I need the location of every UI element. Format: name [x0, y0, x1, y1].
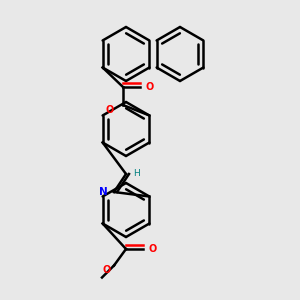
Text: N: N [99, 187, 108, 197]
Text: O: O [106, 105, 114, 115]
Text: H: H [134, 169, 140, 178]
Text: O: O [146, 82, 154, 92]
Text: O: O [148, 244, 157, 254]
Text: O: O [103, 265, 111, 275]
